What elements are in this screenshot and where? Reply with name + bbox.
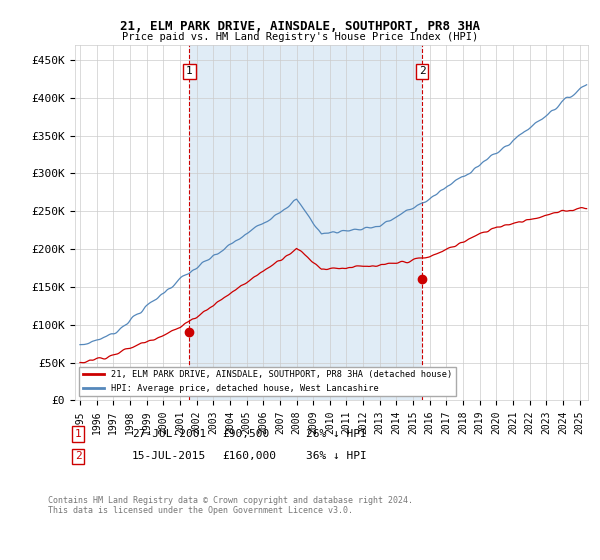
Text: 2: 2 <box>419 66 425 76</box>
Text: 26% ↓ HPI: 26% ↓ HPI <box>306 429 367 439</box>
Text: 1: 1 <box>186 66 193 76</box>
Text: 2: 2 <box>74 451 82 461</box>
Text: Contains HM Land Registry data © Crown copyright and database right 2024.
This d: Contains HM Land Registry data © Crown c… <box>48 496 413 515</box>
Text: 15-JUL-2015: 15-JUL-2015 <box>132 451 206 461</box>
Text: £90,500: £90,500 <box>222 429 269 439</box>
Text: 1: 1 <box>74 429 82 439</box>
Text: Price paid vs. HM Land Registry's House Price Index (HPI): Price paid vs. HM Land Registry's House … <box>122 32 478 42</box>
Bar <box>190 45 422 400</box>
Text: 27-JUL-2001: 27-JUL-2001 <box>132 429 206 439</box>
Text: 21, ELM PARK DRIVE, AINSDALE, SOUTHPORT, PR8 3HA: 21, ELM PARK DRIVE, AINSDALE, SOUTHPORT,… <box>120 20 480 32</box>
Text: £160,000: £160,000 <box>222 451 276 461</box>
Legend: 21, ELM PARK DRIVE, AINSDALE, SOUTHPORT, PR8 3HA (detached house), HPI: Average : 21, ELM PARK DRIVE, AINSDALE, SOUTHPORT,… <box>79 367 456 396</box>
Text: 36% ↓ HPI: 36% ↓ HPI <box>306 451 367 461</box>
